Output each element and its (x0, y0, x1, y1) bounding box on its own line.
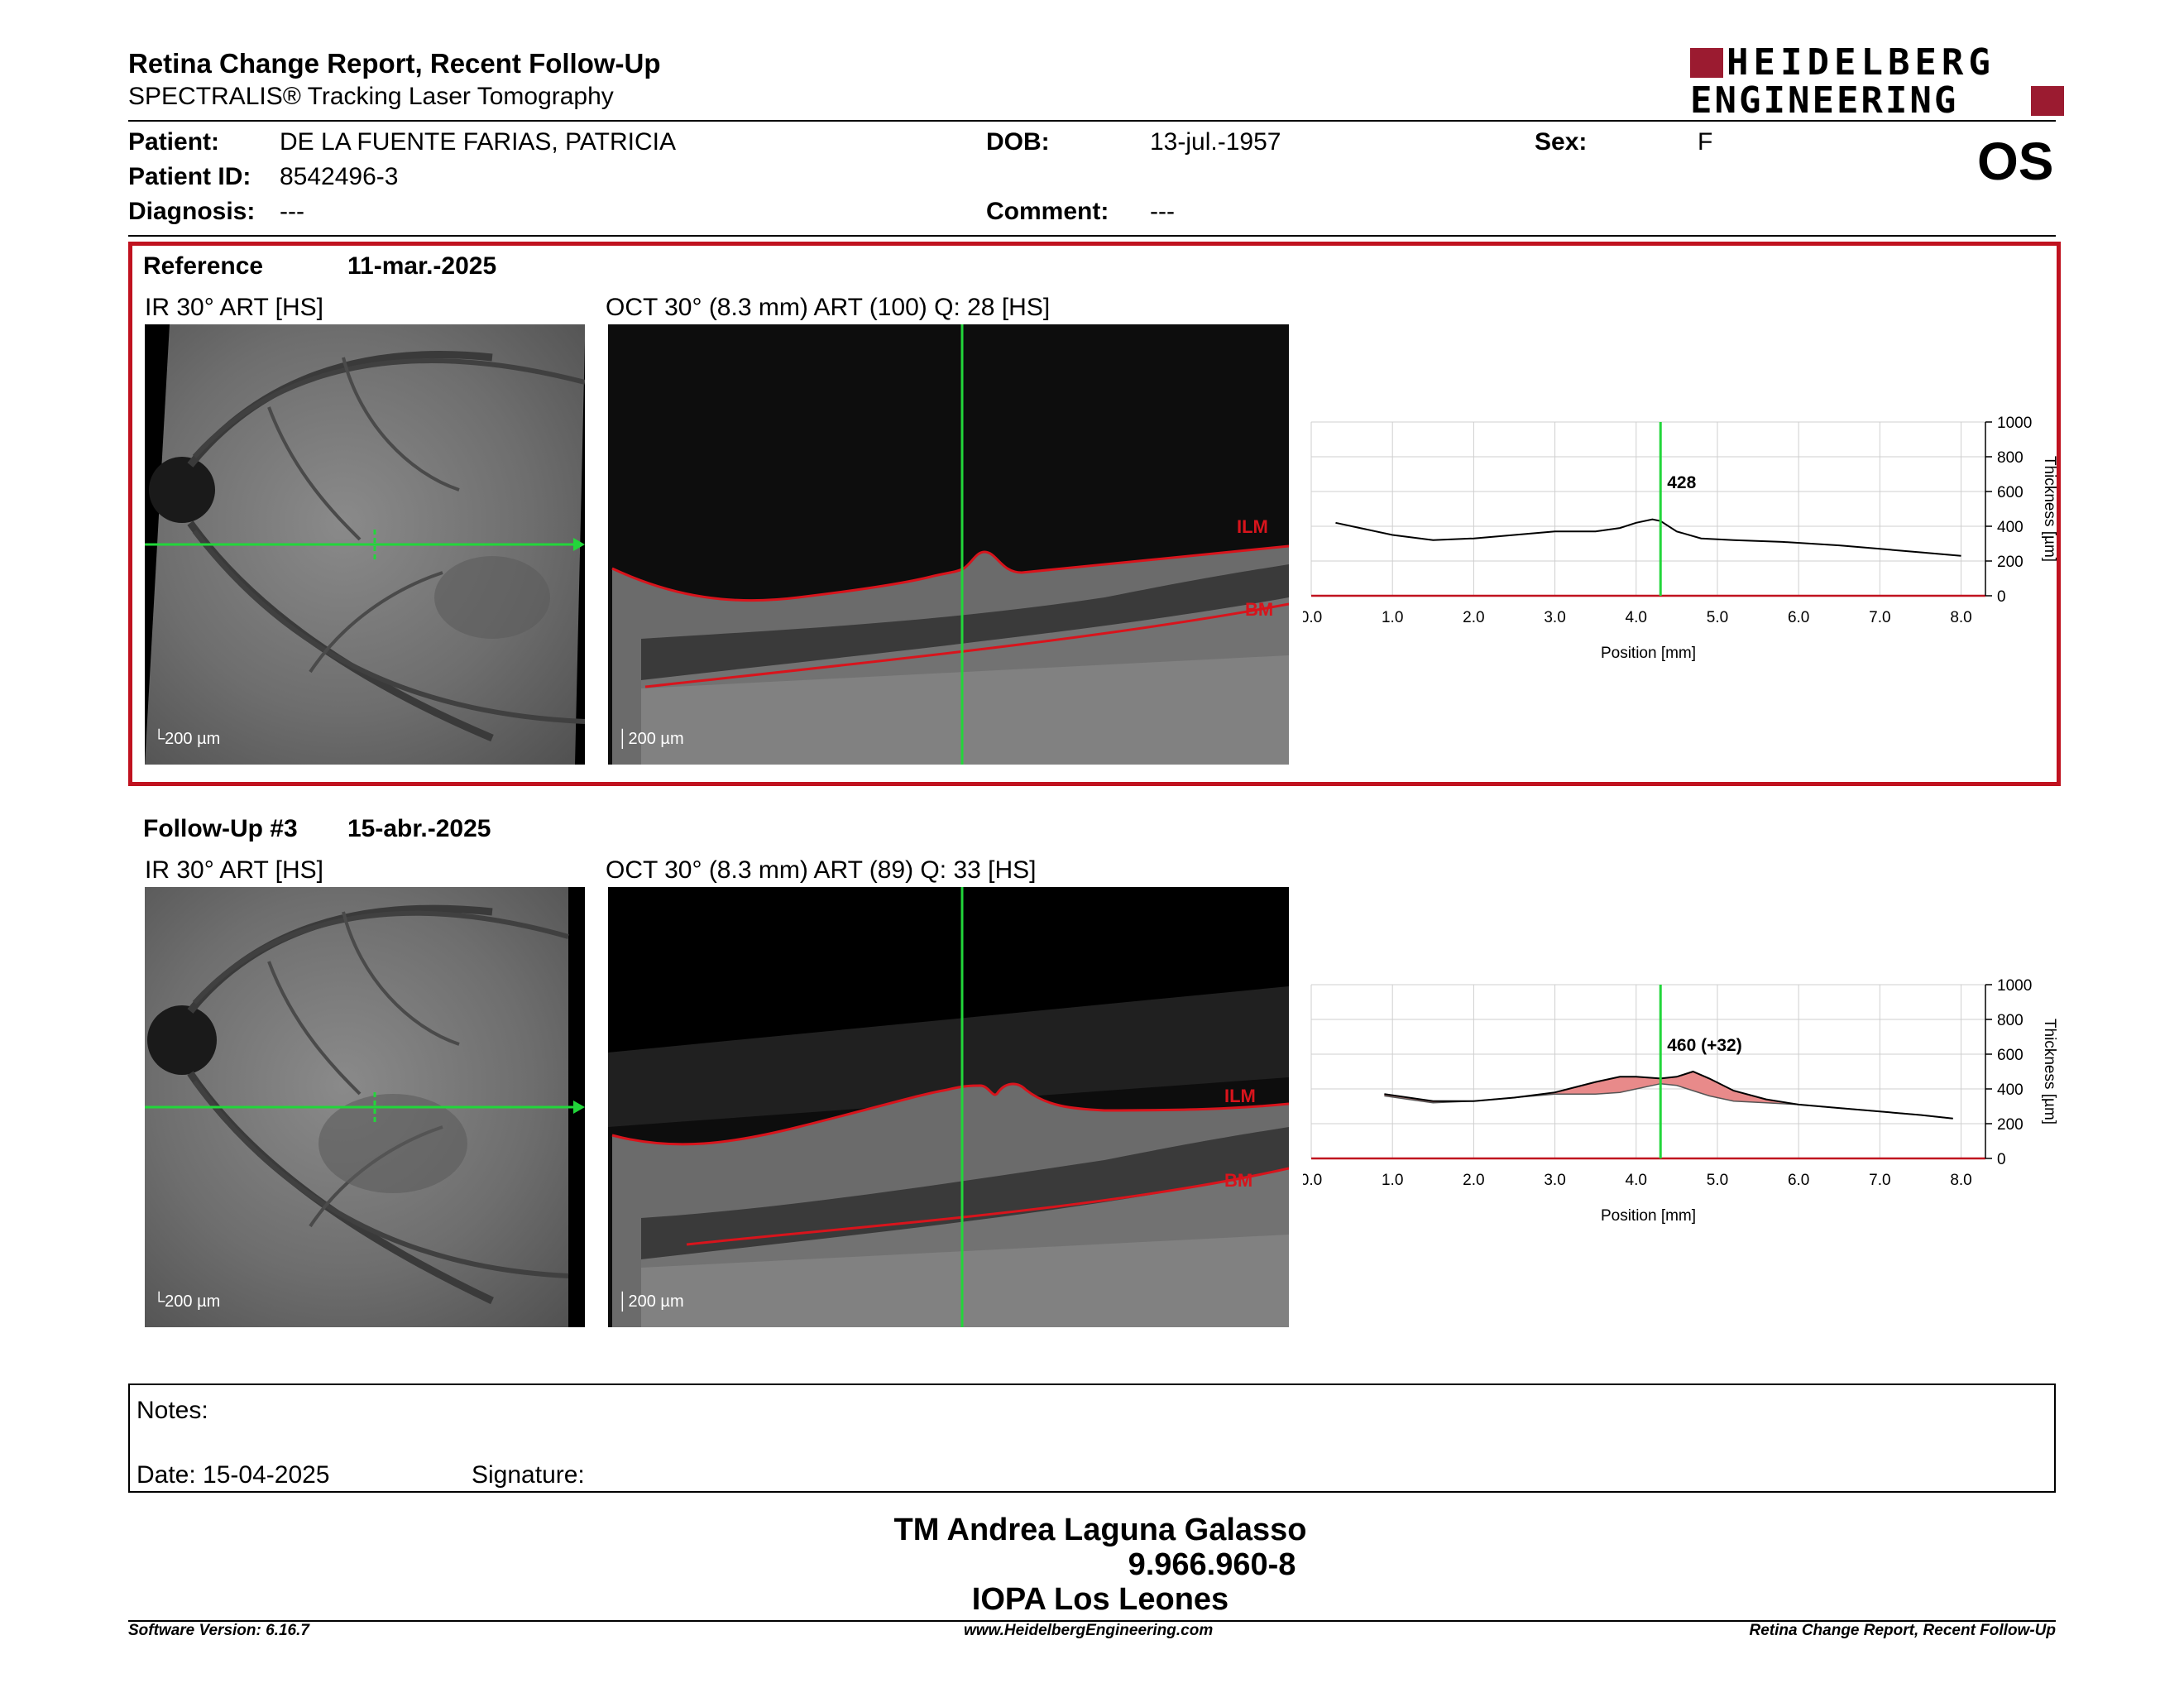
followup-label: Follow-Up #3 (143, 815, 298, 842)
software-version: Software Version: 6.16.7 (128, 1622, 309, 1639)
x-tick-label: 3.0 (1544, 609, 1565, 626)
y-tick-label: 200 (1997, 1116, 2024, 1134)
thickness-line (1335, 518, 1961, 557)
followup-oct-image: ILM BM │200 µm (608, 887, 1289, 1327)
ilm-label: ILM (1237, 516, 1268, 537)
dob-label: DOB: (986, 128, 1050, 156)
ir-scale-bar: └200 µm (153, 1292, 221, 1311)
reference-label: Reference (143, 252, 264, 280)
report-subtitle: SPECTRALIS® Tracking Laser Tomography (128, 83, 614, 110)
y-tick-label: 800 (1997, 1012, 2024, 1029)
diagnosis-label: Diagnosis: (128, 198, 256, 225)
x-tick-label: 4.0 (1626, 1172, 1647, 1189)
followup-oct-label: OCT 30° (8.3 mm) ART (89) Q: 33 [HS] (606, 856, 1037, 884)
x-tick-label: 5.0 (1707, 609, 1728, 626)
followup-ir-label: IR 30° ART [HS] (145, 856, 323, 884)
footer-report-name: Retina Change Report, Recent Follow-Up (1749, 1622, 2056, 1639)
reference-frame (128, 242, 2061, 786)
followup-date: 15-abr.-2025 (347, 815, 491, 842)
sex-label: Sex: (1535, 128, 1588, 156)
bm-label: BM (1224, 1170, 1252, 1191)
y-tick-label: 0 (1997, 588, 2006, 606)
reference-oct-label: OCT 30° (8.3 mm) ART (100) Q: 28 [HS] (606, 294, 1051, 321)
bm-label: BM (1245, 599, 1273, 620)
eye-indicator: OS (1977, 132, 2054, 191)
x-tick-label: 4.0 (1626, 609, 1647, 626)
y-tick-label: 1000 (1997, 977, 2032, 995)
x-tick-label: 7.0 (1869, 1172, 1890, 1189)
marker-value-label: 460 (+32) (1667, 1036, 1741, 1055)
followup-thickness-line (1384, 1070, 1953, 1120)
reference-ir-image: └200 µm (145, 324, 585, 765)
y-axis-label: Thickness [µm] (2041, 456, 2058, 562)
y-tick-label: 1000 (1997, 415, 2032, 432)
x-tick-label: 2.0 (1463, 609, 1484, 626)
scan-line-marker (145, 1092, 585, 1122)
comment-label: Comment: (986, 198, 1109, 225)
diagnosis-value: --- (280, 198, 304, 225)
x-axis-label: Position [mm] (1601, 645, 1696, 662)
company-url[interactable]: www.HeidelbergEngineering.com (964, 1622, 1214, 1639)
y-axis-label: Thickness [µm] (2041, 1019, 2058, 1125)
followup-ir-image: └200 µm (145, 887, 585, 1327)
signature-label: Signature: (472, 1461, 585, 1489)
reference-oct-image: ILM BM │200 µm (608, 324, 1289, 765)
thickness-change-area (1384, 1072, 1953, 1119)
x-tick-label: 6.0 (1788, 609, 1809, 626)
notes-date: Date: 15-04-2025 (136, 1461, 330, 1489)
ir-scale-bar: └200 µm (153, 730, 221, 748)
y-tick-label: 400 (1997, 519, 2024, 536)
report-title: Retina Change Report, Recent Follow-Up (128, 48, 661, 79)
marker-value-label: 428 (1667, 473, 1696, 492)
signer-name: TM Andrea Laguna Galasso (893, 1513, 1307, 1547)
x-tick-label: 7.0 (1869, 609, 1890, 626)
sex-value: F (1698, 128, 1713, 156)
scan-line-marker (145, 530, 585, 559)
comment-value: --- (1150, 198, 1175, 225)
x-tick-label: 6.0 (1788, 1172, 1809, 1189)
y-tick-label: 600 (1997, 484, 2024, 501)
patient-name: DE LA FUENTE FARIAS, PATRICIA (280, 128, 676, 156)
oct-scale-bar: │200 µm (618, 730, 684, 748)
reference-thickness-chart: 0.0 1.0 2.0 3.0 4.0 5.0 6.0 7.0 8.0 0 200 400 600 800… (1303, 415, 2058, 662)
patient-id-label: Patient ID: (128, 163, 251, 190)
x-tick-label: 5.0 (1707, 1172, 1728, 1189)
dob-value: 13-jul.-1957 (1150, 128, 1281, 156)
x-tick-label: 2.0 (1463, 1172, 1484, 1189)
y-tick-label: 400 (1997, 1081, 2024, 1099)
reference-ir-label: IR 30° ART [HS] (145, 294, 323, 321)
y-tick-label: 0 (1997, 1151, 2006, 1168)
reference-date: 11-mar.-2025 (347, 252, 497, 280)
notes-box[interactable]: Notes: Date: 15-04-2025 Signature: (128, 1383, 2056, 1493)
notes-label: Notes: (136, 1397, 208, 1424)
x-tick-label: 0.0 (1303, 1172, 1322, 1189)
x-tick-label: 8.0 (1950, 1172, 1971, 1189)
x-tick-label: 1.0 (1382, 1172, 1403, 1189)
y-tick-label: 800 (1997, 449, 2024, 467)
ilm-label: ILM (1224, 1086, 1256, 1106)
y-tick-label: 200 (1997, 554, 2024, 571)
patient-id: 8542496-3 (280, 163, 399, 190)
y-tick-label: 600 (1997, 1047, 2024, 1064)
patient-label: Patient: (128, 128, 220, 156)
x-axis-label: Position [mm] (1601, 1207, 1696, 1225)
x-tick-label: 3.0 (1544, 1172, 1565, 1189)
oct-scale-bar: │200 µm (618, 1292, 684, 1311)
signer-org: IOPA Los Leones (971, 1582, 1229, 1617)
x-tick-label: 8.0 (1950, 609, 1971, 626)
followup-thickness-chart: 0.0 1.0 2.0 3.0 4.0 5.0 6.0 7.0 8.0 0 200 400 600 800… (1303, 977, 2058, 1225)
x-tick-label: 1.0 (1382, 609, 1403, 626)
signer-id: 9.966.960-8 (1128, 1547, 1296, 1582)
x-tick-label: 0.0 (1303, 609, 1322, 626)
